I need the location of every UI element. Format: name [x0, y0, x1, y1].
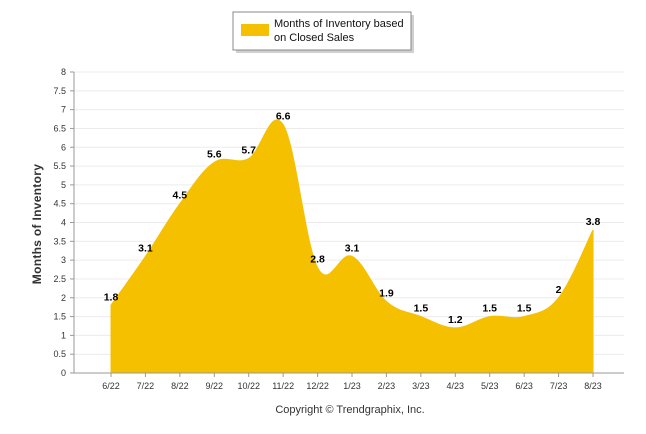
x-tick-label: 9/22 [206, 381, 224, 391]
x-tick-label: 10/22 [237, 381, 260, 391]
y-tick-label: 0 [61, 368, 66, 378]
x-tick-label: 3/23 [412, 381, 430, 391]
x-tick-label: 8/22 [171, 381, 189, 391]
legend-text-line2: on Closed Sales [274, 32, 355, 44]
data-label: 3.1 [345, 242, 360, 254]
area-layer [110, 119, 594, 374]
legend-text-line1: Months of Inventory based [274, 18, 404, 30]
x-tick-label: 1/23 [343, 381, 361, 391]
y-tick-label: 6.5 [53, 123, 66, 133]
data-label: 1.8 [104, 291, 119, 303]
x-tick-label: 6/23 [515, 381, 533, 391]
y-tick-label: 8 [61, 67, 66, 77]
y-tick-label: 2.5 [53, 274, 66, 284]
x-tick-label: 12/22 [306, 381, 329, 391]
y-tick-label: 2 [61, 293, 66, 303]
data-label: 1.5 [414, 303, 429, 315]
x-tick-label: 5/23 [481, 381, 499, 391]
data-label: 3.1 [138, 242, 153, 254]
data-label: 2.8 [310, 254, 325, 266]
data-label: 6.6 [276, 111, 291, 123]
y-tick-label: 0.5 [53, 349, 66, 359]
data-label: 1.2 [448, 314, 463, 326]
data-label: 2 [556, 284, 562, 296]
x-tick-label: 11/22 [272, 381, 294, 391]
y-tick-label: 5.5 [53, 161, 66, 171]
x-tick-labels: 6/22 7/22 8/22 9/22 10/22 11/22 12/22 1/23 2/23 3… [102, 381, 602, 391]
data-label: 4.5 [173, 190, 188, 202]
x-tick-label: 6/22 [102, 381, 120, 391]
y-tick-label: 5 [61, 180, 66, 190]
y-tick-label: 3.5 [53, 236, 66, 246]
legend-swatch [241, 24, 269, 36]
data-labels: 1.8 3.1 4.5 5.6 5.7 6.6 2.8 3.1 1.9 1.5 1.2 1.5 1.5 2… [104, 111, 601, 326]
y-tick-labels: 0 0.5 1 1.5 2 2.5 3 3.5 4 4.5 5 5.5 6 6.5 7 7.5 8 [53, 67, 66, 378]
data-label: 1.5 [517, 303, 532, 315]
x-tick-label: 7/23 [550, 381, 568, 391]
data-label: 1.9 [379, 288, 394, 300]
y-tick-label: 1.5 [53, 312, 66, 322]
y-tick-label: 7 [61, 105, 66, 115]
y-tick-label: 1 [61, 330, 66, 340]
y-tick-label: 4.5 [53, 199, 66, 209]
y-tick-label: 6 [61, 142, 66, 152]
data-label: 3.8 [586, 216, 601, 228]
x-tick-label: 4/23 [447, 381, 465, 391]
data-label: 5.7 [241, 145, 256, 157]
x-tick-label: 8/23 [584, 381, 602, 391]
axes [73, 72, 624, 377]
data-label: 5.6 [207, 148, 222, 160]
y-tick-label: 3 [61, 255, 66, 265]
copyright-footer: Copyright © Trendgraphix, Inc. [275, 404, 424, 416]
data-label: 1.5 [482, 303, 497, 315]
x-tick-label: 7/22 [137, 381, 155, 391]
y-tick-label: 7.5 [53, 86, 66, 96]
legend: Months of Inventory based on Closed Sale… [232, 11, 414, 53]
area-series [110, 119, 594, 374]
y-tick-label: 4 [61, 218, 66, 228]
x-tick-label: 2/23 [378, 381, 396, 391]
y-axis-label: Months of Inventory [30, 164, 44, 284]
